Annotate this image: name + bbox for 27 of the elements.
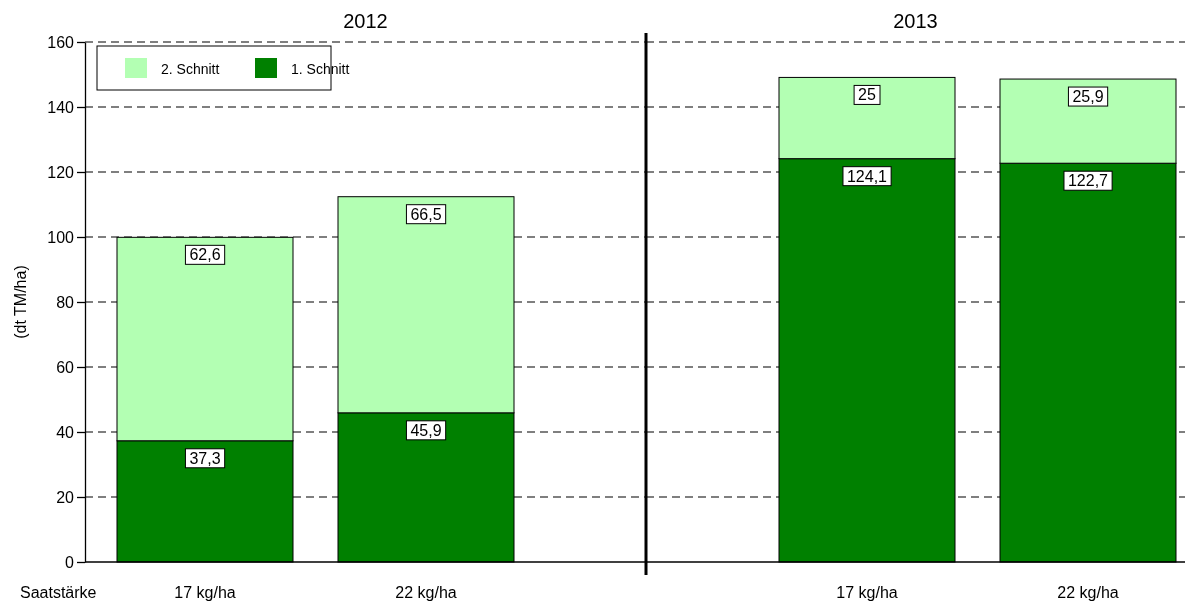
x-tick-label: 17 kg/ha xyxy=(836,584,898,601)
x-axis-title: Saatstärke xyxy=(20,584,97,601)
y-tick-label: 80 xyxy=(56,293,75,311)
x-tick-label: 17 kg/ha xyxy=(174,584,236,601)
x-tick-label: 22 kg/ha xyxy=(395,584,457,601)
data-label: 124,1 xyxy=(846,167,888,185)
y-tick-label: 20 xyxy=(56,488,75,506)
data-label: 25,9 xyxy=(1072,88,1104,106)
chart-title: 2013 xyxy=(893,10,938,32)
y-tick-label: 40 xyxy=(56,423,75,441)
data-label: 37,3 xyxy=(189,449,221,467)
data-label: 25 xyxy=(858,86,876,104)
y-tick-label: 120 xyxy=(47,163,75,181)
data-label: 45,9 xyxy=(410,421,442,439)
legend-label: 1. Schnitt xyxy=(291,61,350,77)
data-label: 122,7 xyxy=(1067,172,1109,190)
y-tick-label: 100 xyxy=(47,228,75,246)
legend-label: 2. Schnitt xyxy=(161,61,220,77)
x-tick-label: 22 kg/ha xyxy=(1057,584,1119,601)
chart-title: 2012 xyxy=(343,10,388,32)
data-label: 62,6 xyxy=(189,246,221,264)
y-axis-title: (dt TM/ha) xyxy=(12,265,29,339)
data-label: 66,5 xyxy=(410,205,442,223)
y-tick-label: 60 xyxy=(56,358,75,376)
y-tick-label: 140 xyxy=(47,98,75,116)
y-tick-label: 160 xyxy=(47,33,75,51)
y-tick-label: 0 xyxy=(65,553,75,571)
